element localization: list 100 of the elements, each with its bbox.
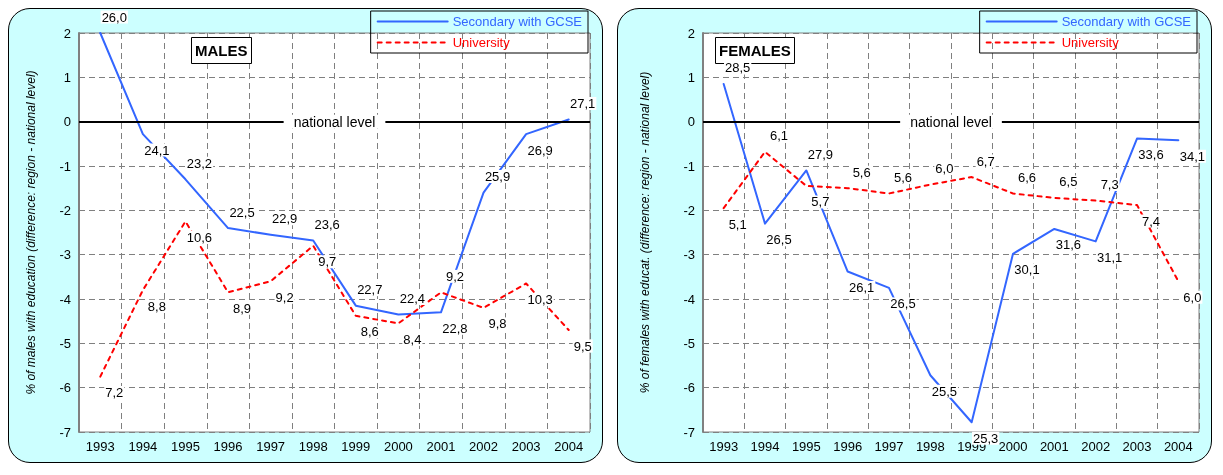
annotation: 7,2 [105,385,124,401]
annotation: 26,1 [849,280,875,296]
annotation: 8,8 [147,298,166,314]
annotation: 31,6 [1055,237,1081,253]
y-tick-label: -5 [59,335,71,351]
annotation: 6,1 [769,128,789,144]
annotation: 30,1 [1014,262,1040,278]
annotation: 5,6 [852,164,871,180]
annotation: 9,2 [445,268,464,284]
x-tick-label: 1998 [915,439,945,454]
line-series [99,32,570,316]
y-tick-label: -1 [59,158,71,174]
y-tick-label: -6 [683,380,695,396]
line-series [722,82,1180,424]
y-tick-label: -7 [59,424,71,440]
y-tick-label: -5 [683,335,695,351]
y-axis-title: % of females with educat. (difference: region - national level) [638,71,652,394]
text: Secondary with GCSE [452,14,583,29]
x-tick-label: 2003 [511,439,541,454]
y-tick-label: -2 [59,202,71,218]
y-tick-label: 1 [63,69,71,85]
x-tick-label: 1999 [341,439,371,454]
x-tick-label: 2000 [383,439,413,454]
annotation: 8,4 [403,331,422,347]
annotation: 23,2 [186,155,213,171]
y-tick-label: 0 [687,114,695,130]
x-tick-label: 1993 [85,439,115,454]
x-tick-label: 1996 [833,439,863,454]
annotation: 26,5 [890,296,916,312]
x-tick-label: 1994 [128,439,158,454]
x-tick-label: 1996 [213,439,243,454]
y-tick-label: 2 [63,25,71,41]
annotation: 33,6 [1138,147,1164,163]
annotation: 6,5 [1059,174,1078,190]
x-tick-label: 1998 [298,439,328,454]
text: University [452,35,511,50]
annotation: 26,5 [766,232,792,248]
text: Secondary with GCSE [1061,14,1192,29]
annotation: 8,9 [233,300,252,316]
annotation: 22,4 [399,291,426,307]
annotation: 26,9 [527,142,553,158]
annotation: 5,7 [811,194,830,210]
y-tick-label: -1 [683,158,695,174]
annotation: 24,1 [144,142,170,158]
y-tick-label: 0 [63,114,71,130]
annotation: 9,2 [275,289,294,305]
x-tick-label: 1995 [171,439,200,454]
y-tick-label: -6 [59,380,71,396]
text: FEMALES [719,42,791,59]
y-tick-label: 2 [687,25,695,41]
annotation: 22,8 [442,320,468,336]
annotation: 6,0 [935,161,954,177]
annotation: 28,5 [725,60,751,76]
ref-line-label: national level [910,113,992,130]
y-tick-label: -3 [59,247,71,263]
x-tick-label: 2003 [1122,439,1152,454]
annotation: 26,0 [101,9,127,25]
annotation: 6,7 [976,153,995,169]
y-tick-label: -2 [683,202,695,218]
annotation: 31,1 [1097,249,1123,265]
y-tick-label: -4 [683,291,695,307]
annotation: 25,5 [931,383,957,399]
x-tick-label: 2000 [998,439,1028,454]
x-tick-label: 1993 [709,439,739,454]
annotation: 9,5 [573,338,592,354]
annotation: 23,6 [314,216,340,232]
y-tick-label: -3 [683,247,695,263]
annotation: 22,9 [271,211,298,227]
text: MALES [195,42,248,59]
x-tick-label: 1994 [750,439,780,454]
annotation: 7,3 [1100,177,1119,193]
x-tick-label: 1997 [256,439,286,454]
ref-line-label: national level [293,113,376,130]
line-series [722,150,1180,283]
annotation: 7,4 [1141,213,1161,229]
annotation: 5,6 [893,169,913,185]
annotation: 6,0 [1183,289,1202,305]
x-tick-label: 1997 [874,439,904,454]
annotation: 10,3 [527,291,553,307]
annotation: 8,6 [360,324,379,340]
annotation: 34,1 [1179,148,1205,164]
annotation: 27,1 [570,95,596,111]
annotation: 6,6 [1017,169,1037,185]
x-tick-label: 2002 [469,439,498,454]
annotation: 9,7 [318,254,337,270]
y-tick-label: -7 [683,424,695,440]
x-tick-label: 2004 [554,439,584,454]
x-tick-label: 2002 [1081,439,1111,454]
annotation: 5,1 [728,216,747,232]
annotation: 22,5 [229,204,255,220]
x-tick-label: 2001 [426,439,456,454]
x-tick-label: 2004 [1163,439,1193,454]
text: University [1061,35,1120,50]
annotation: 10,6 [186,229,213,245]
y-tick-label: -4 [59,291,71,307]
annotation: 25,9 [484,169,511,185]
annotation: 9,8 [488,316,507,332]
annotation: 22,7 [357,282,383,298]
annotation: 27,9 [807,146,833,162]
x-tick-label: 1995 [791,439,821,454]
